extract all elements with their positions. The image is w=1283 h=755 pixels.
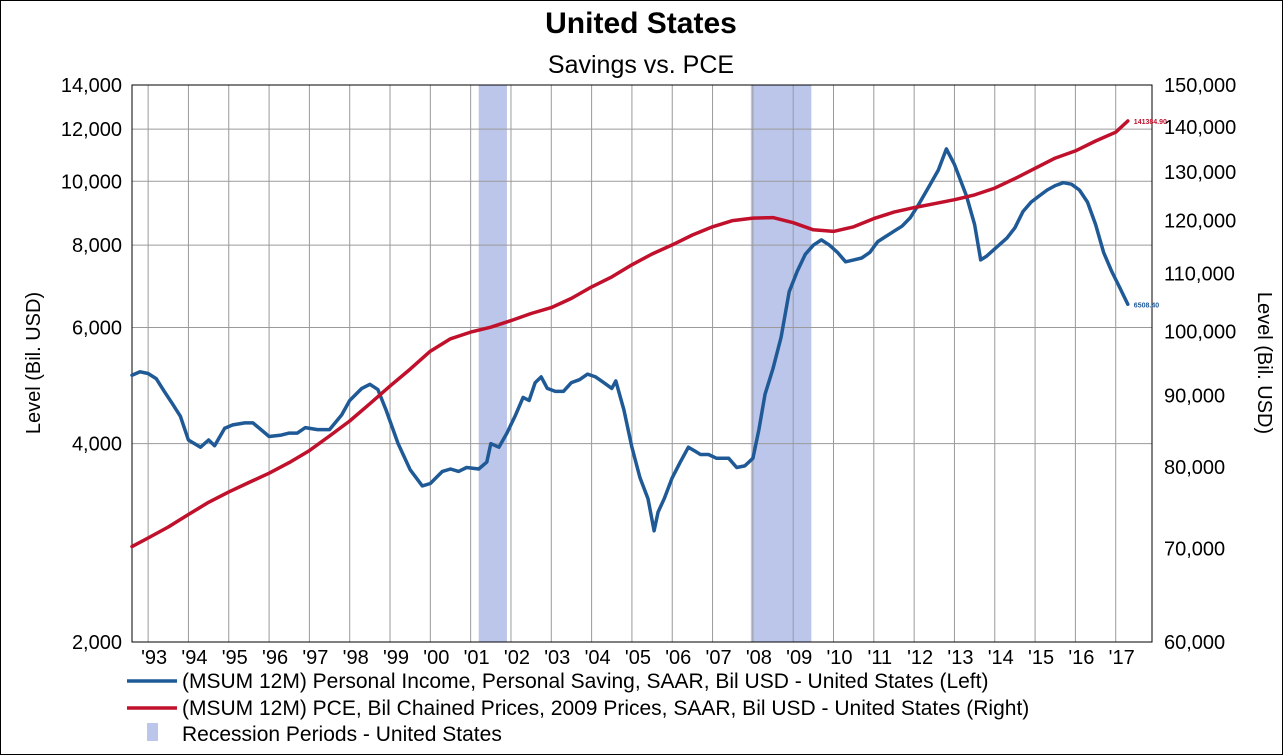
y-left-tick-label: 6,000 [72,318,122,340]
x-tick-label: '11 [868,647,893,669]
recession-band-2 [750,85,812,642]
plot-area-border [131,84,1153,643]
y-right-tick-label: 130,000 [1164,162,1236,184]
x-tick-label: '07 [706,647,732,669]
y-left-tick-label: 8,000 [72,235,122,257]
x-tick-label: '16 [1068,647,1094,669]
legend-label-2: (MSUM 12M) PCE, Bil Chained Prices, 2009… [182,697,1029,720]
y-left-tick-label: 14,000 [61,75,122,97]
x-tick-label: '05 [625,647,651,669]
x-tick-label: '06 [665,647,691,669]
y-right-tick-label: 70,000 [1164,538,1225,560]
y-right-tick-label: 60,000 [1164,632,1225,654]
x-tick-label: '09 [786,647,812,669]
x-tick-label: '97 [302,647,328,669]
series-layer: 6508.40 141384.90 [130,119,1167,549]
legend-label-1: (MSUM 12M) Personal Income, Personal Sav… [182,670,988,693]
recession-band-1 [478,85,507,642]
series-end-label-2: 141384.90 [1134,119,1167,126]
x-tick-label: '13 [947,647,973,669]
x-tick-label: '95 [222,647,248,669]
y-right-tick-label: 120,000 [1164,211,1236,233]
x-tick-label: '15 [1028,647,1054,669]
tick-labels: 2,000 4,000 6,000 8,000 10,000 12,000 14,000 60… [61,75,1236,669]
legend-swatch-3 [147,723,158,741]
recession-layer [478,85,812,642]
y-left-tick-label: 12,000 [61,119,122,141]
series-end-label-1: 6508.40 [1134,302,1159,309]
x-tick-label: '03 [544,647,570,669]
y-right-tick-label: 80,000 [1164,457,1225,479]
x-tick-label: '96 [262,647,288,669]
x-tick-label: '98 [343,647,369,669]
y-axis-left-label: Level (Bil. USD) [23,292,45,434]
x-tick-label: '17 [1109,647,1135,669]
y-axis-right-label: Level (Bil. USD) [1253,292,1275,434]
x-tick-label: '00 [423,647,449,669]
y-right-tick-label: 100,000 [1164,321,1236,343]
x-tick-label: '02 [504,647,530,669]
x-tick-label: '99 [383,647,409,669]
chart-title: United States [545,7,737,40]
y-right-tick-label: 150,000 [1164,75,1236,97]
y-left-tick-label: 2,000 [72,632,122,654]
y-left-tick-label: 4,000 [72,434,122,456]
grid [132,84,1152,643]
x-tick-label: '10 [826,647,852,669]
x-tick-label: '08 [746,647,772,669]
x-tick-label: '93 [141,647,167,669]
x-tick-label: '94 [181,647,207,669]
chart-subtitle: Savings vs. PCE [548,51,734,79]
x-tick-label: '04 [585,647,611,669]
x-tick-label: '14 [988,647,1014,669]
legend: (MSUM 12M) Personal Income, Personal Sav… [127,670,1029,746]
y-right-tick-label: 110,000 [1164,264,1235,286]
y-right-tick-label: 90,000 [1164,386,1225,408]
y-left-tick-label: 10,000 [61,171,122,193]
legend-label-3: Recession Periods - United States [182,723,502,746]
y-right-tick-label: 140,000 [1164,117,1236,139]
x-tick-label: '01 [464,647,490,669]
series-line-personal-saving [130,147,1130,533]
series-line-pce [130,119,1130,549]
x-tick-label: '12 [907,647,933,669]
